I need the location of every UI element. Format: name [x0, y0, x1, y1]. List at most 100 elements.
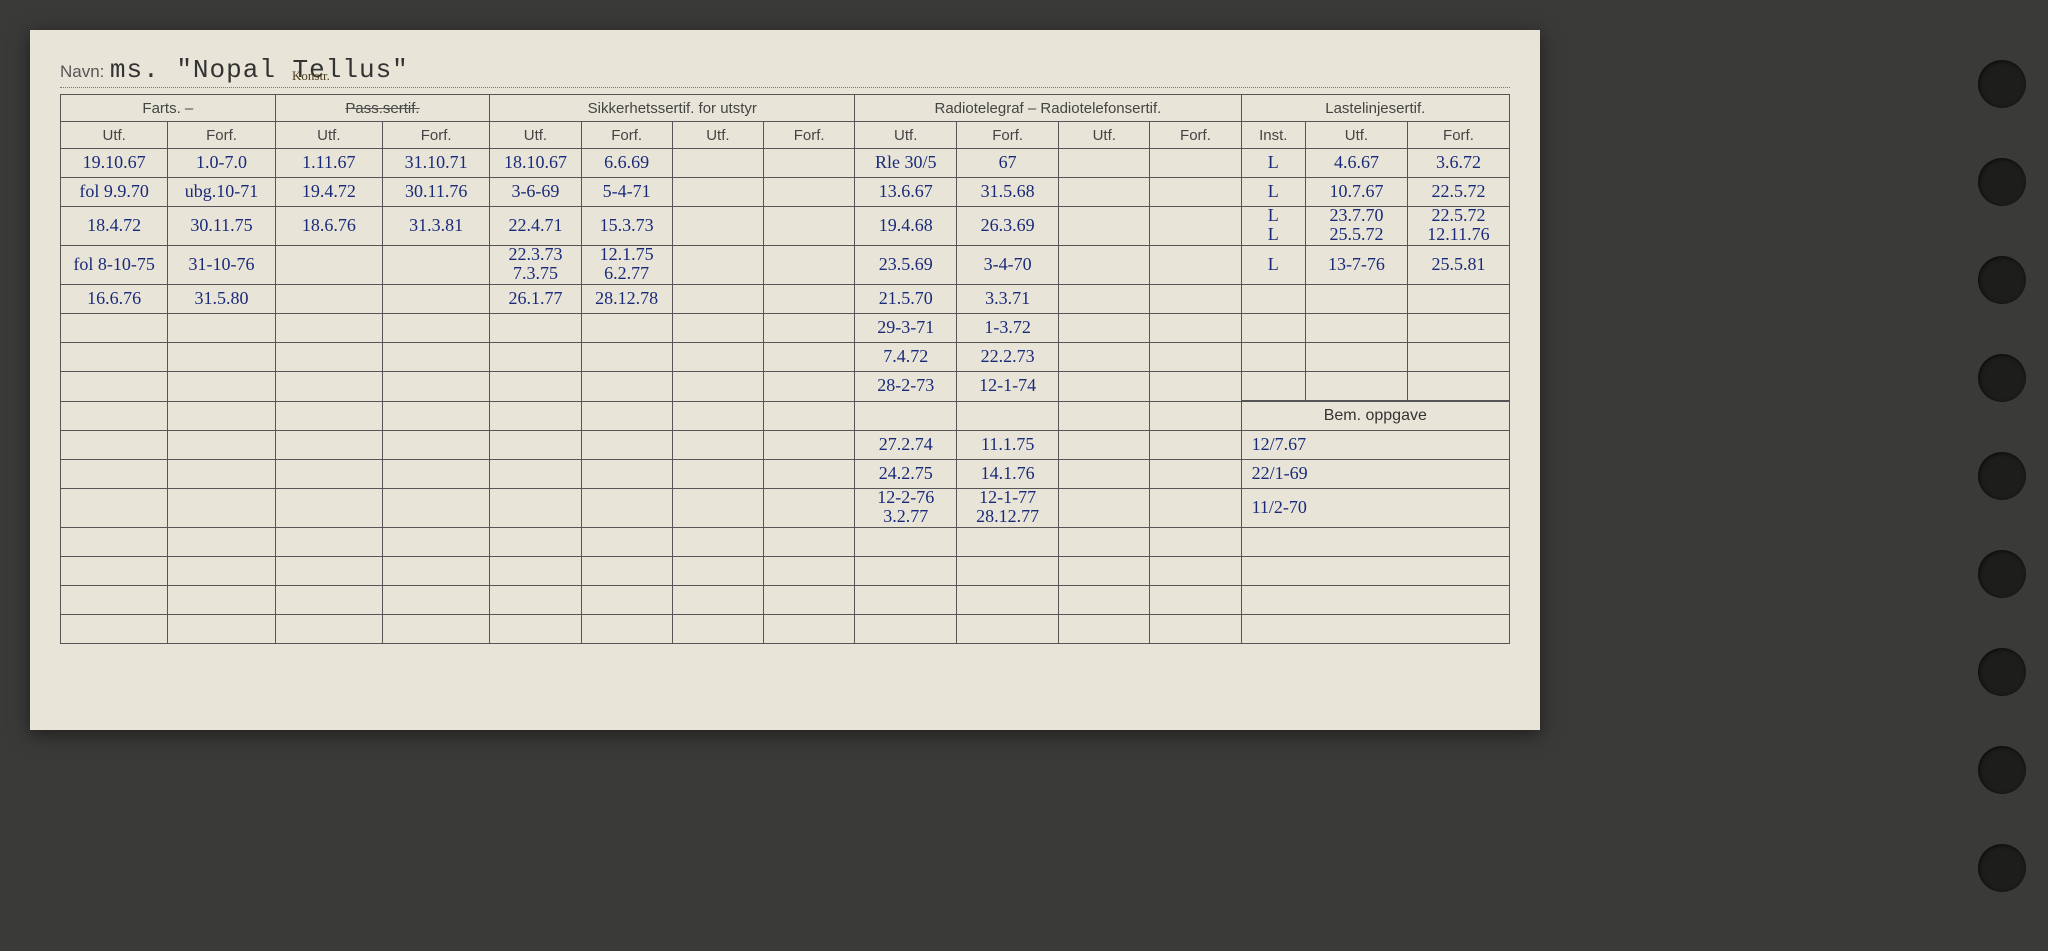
cell-rad_forf: 12-1-74 [957, 372, 1059, 402]
cell-empty [672, 557, 763, 586]
cell-rad_forf: 3.3.71 [957, 285, 1059, 314]
cell-pass_utf: 19.4.72 [275, 178, 382, 207]
cell-farts_forf: 1.0-7.0 [168, 149, 275, 178]
pass-utf-h: Utf. [275, 122, 382, 149]
cell-empty [490, 615, 581, 644]
group-sikkerhet: Sikkerhetssertif. for utstyr [490, 95, 855, 122]
cell-las_utf: 10.7.67 [1305, 178, 1407, 207]
cell-rad_forf2 [1150, 207, 1241, 246]
cell-empty [581, 557, 672, 586]
cell-sik_forf [581, 489, 672, 528]
pass-forf-h: Forf. [383, 122, 490, 149]
cell-empty [1150, 401, 1241, 431]
cell-farts_utf: fol 9.9.70 [61, 178, 168, 207]
cell-rad_forf: 26.3.69 [957, 207, 1059, 246]
cell-empty [957, 401, 1059, 431]
cell-empty [275, 528, 382, 557]
sik-utf-h: Utf. [490, 122, 581, 149]
cell-las_inst: L [1241, 149, 1305, 178]
cell-las_utf [1305, 285, 1407, 314]
table-row: 28-2-7312-1-74 [61, 372, 1510, 402]
cell-farts_utf [61, 372, 168, 402]
cell-empty [275, 586, 382, 615]
name-row: Navn: ms. "Nopal Tellus" [60, 55, 1510, 88]
cell-sik_forf2 [763, 285, 854, 314]
cell-pass_forf [383, 343, 490, 372]
cell-rad_utf: Rle 30/5 [855, 149, 957, 178]
cell-empty [1241, 586, 1509, 615]
cell-sik_forf2 [763, 149, 854, 178]
cell-rad_forf2 [1150, 285, 1241, 314]
hole [1978, 550, 2026, 598]
cell-sik_forf [581, 460, 672, 489]
header-groups-row: Farts. – Pass.sertif. Sikkerhetssertif. … [61, 95, 1510, 122]
group-pass: Pass.sertif. [275, 95, 490, 122]
cell-bem: 12/7.67 [1241, 431, 1509, 460]
cell-farts_utf [61, 343, 168, 372]
cell-sik_forf [581, 372, 672, 402]
cell-pass_forf [383, 314, 490, 343]
cell-empty [763, 557, 854, 586]
hole [1978, 746, 2026, 794]
cell-sik_utf2 [672, 372, 763, 402]
cell-sik_utf2 [672, 149, 763, 178]
cell-rad_forf2 [1150, 372, 1241, 402]
cell-sik_forf [581, 431, 672, 460]
rad-utf2-h: Utf. [1059, 122, 1150, 149]
cell-empty [61, 528, 168, 557]
cell-empty [855, 528, 957, 557]
certificates-table: Farts. – Pass.sertif. Sikkerhetssertif. … [60, 94, 1510, 644]
cell-empty [957, 528, 1059, 557]
cell-empty [383, 557, 490, 586]
cell-pass_forf: 31.3.81 [383, 207, 490, 246]
cell-sik_utf2 [672, 246, 763, 285]
cell-sik_utf [490, 314, 581, 343]
cell-rad_utf: 28-2-73 [855, 372, 957, 402]
navn-label: Navn: [60, 62, 104, 81]
bem-header: Bem. oppgave [1241, 401, 1509, 431]
cell-las_inst: L [1241, 178, 1305, 207]
cell-pass_utf [275, 460, 382, 489]
cell-pass_utf: 18.6.76 [275, 207, 382, 246]
cell-las_forf: 3.6.72 [1407, 149, 1509, 178]
rad-utf-h: Utf. [855, 122, 957, 149]
cell-rad_forf: 22.2.73 [957, 343, 1059, 372]
cell-rad_utf: 23.5.69 [855, 246, 957, 285]
cell-rad_forf: 1-3.72 [957, 314, 1059, 343]
cell-rad_forf2 [1150, 460, 1241, 489]
hole [1978, 648, 2026, 696]
binder-holes [1978, 60, 2026, 892]
cell-rad_forf: 67 [957, 149, 1059, 178]
cell-empty [672, 401, 763, 431]
cell-rad_utf2 [1059, 178, 1150, 207]
cell-sik_forf: 5-4-71 [581, 178, 672, 207]
cell-las_utf [1305, 314, 1407, 343]
cell-sik_forf: 28.12.78 [581, 285, 672, 314]
cell-rad_utf2 [1059, 246, 1150, 285]
cell-las_utf [1305, 343, 1407, 372]
cell-sik_utf2 [672, 314, 763, 343]
cell-empty [61, 615, 168, 644]
cell-pass_utf [275, 246, 382, 285]
cell-sik_utf2 [672, 343, 763, 372]
index-card: Konstr. Navn: ms. "Nopal Tellus" Farts. … [30, 30, 1540, 730]
cell-farts_utf [61, 314, 168, 343]
cell-empty [383, 528, 490, 557]
cell-pass_forf [383, 372, 490, 402]
cell-sik_forf: 15.3.73 [581, 207, 672, 246]
group-farts: Farts. – [61, 95, 276, 122]
cell-empty [581, 401, 672, 431]
cell-rad_utf2 [1059, 489, 1150, 528]
cell-sik_forf2 [763, 246, 854, 285]
cell-sik_forf: 6.6.69 [581, 149, 672, 178]
cell-rad_forf2 [1150, 489, 1241, 528]
cell-rad_forf: 3-4-70 [957, 246, 1059, 285]
cell-sik_utf2 [672, 489, 763, 528]
cell-sik_utf: 3-6-69 [490, 178, 581, 207]
table-row-blank [61, 615, 1510, 644]
cell-empty [1150, 586, 1241, 615]
cell-rad_forf: 11.1.75 [957, 431, 1059, 460]
cell-sik_utf: 22.4.71 [490, 207, 581, 246]
cell-empty [763, 586, 854, 615]
cell-rad_utf2 [1059, 431, 1150, 460]
